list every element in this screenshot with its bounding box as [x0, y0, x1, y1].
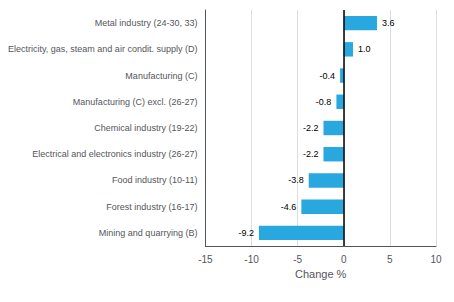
svg-text:-10: -10	[244, 254, 259, 265]
svg-text:-9.2: -9.2	[238, 228, 254, 238]
svg-text:1.0: 1.0	[358, 44, 371, 54]
svg-text:Chemical industry (19-22): Chemical industry (19-22)	[94, 123, 197, 133]
svg-text:-15: -15	[198, 254, 213, 265]
svg-text:-5: -5	[293, 254, 302, 265]
svg-text:Electricity, gas, steam and ai: Electricity, gas, steam and air condit. …	[8, 44, 197, 54]
svg-text:Mining and quarrying (B): Mining and quarrying (B)	[99, 228, 198, 238]
svg-text:Electrical and electronics ind: Electrical and electronics industry (26-…	[32, 149, 197, 159]
svg-text:Forest industry (16-17): Forest industry (16-17)	[106, 202, 197, 212]
svg-text:-2.2: -2.2	[303, 123, 319, 133]
svg-text:-4.6: -4.6	[281, 202, 297, 212]
svg-text:0: 0	[341, 254, 347, 265]
svg-text:5: 5	[387, 254, 393, 265]
svg-text:-0.4: -0.4	[320, 71, 336, 81]
svg-text:10: 10	[430, 254, 442, 265]
svg-text:Food industry (10-11): Food industry (10-11)	[112, 175, 197, 185]
svg-text:Metal industry (24-30, 33): Metal industry (24-30, 33)	[95, 18, 198, 28]
svg-text:Change %: Change %	[295, 268, 347, 280]
svg-text:Manufacturing (C): Manufacturing (C)	[125, 71, 197, 81]
svg-text:Manufacturing (C) excl. (26-27: Manufacturing (C) excl. (26-27)	[73, 97, 198, 107]
svg-text:-2.2: -2.2	[303, 149, 319, 159]
svg-text:-0.8: -0.8	[316, 97, 332, 107]
svg-text:-3.8: -3.8	[288, 175, 304, 185]
svg-text:3.6: 3.6	[382, 18, 395, 28]
